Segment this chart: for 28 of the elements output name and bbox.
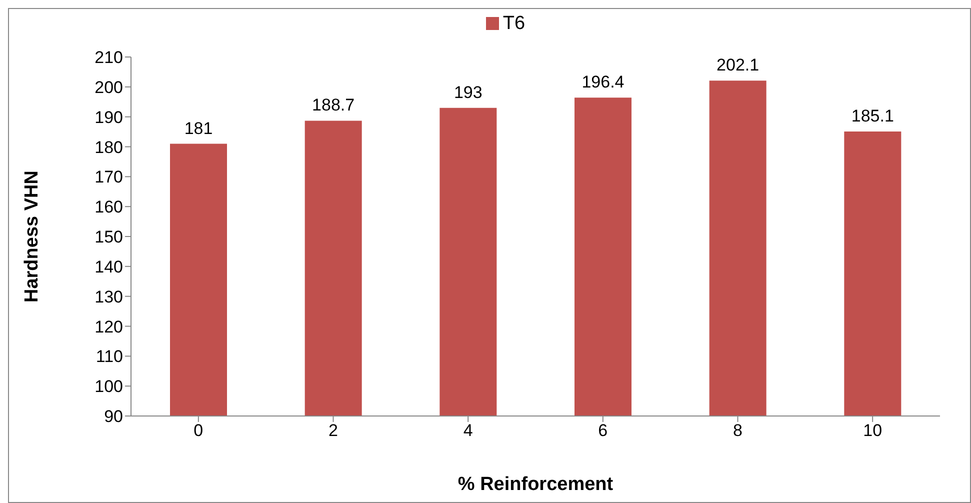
x-tick-label: 2 [328, 421, 338, 440]
y-tick-label: 120 [94, 317, 123, 336]
x-axis-title: % Reinforcement [458, 474, 614, 495]
y-tick-label: 150 [94, 228, 123, 247]
data-label: 181 [184, 118, 213, 138]
y-tick-label: 200 [94, 78, 123, 97]
x-tick-label: 10 [863, 421, 882, 440]
y-tick-label: 210 [94, 48, 123, 68]
data-label: 202.1 [716, 56, 760, 75]
x-tick-label: 4 [463, 421, 473, 440]
data-label: 193 [454, 82, 482, 102]
y-tick-label: 190 [94, 108, 123, 127]
data-label: 185.1 [851, 106, 894, 126]
y-tick-label: 170 [94, 168, 123, 187]
y-tick-label: 110 [96, 347, 123, 366]
y-tick-label: 160 [94, 198, 123, 217]
y-tick-label: 100 [94, 377, 123, 396]
data-label: 188.7 [312, 96, 355, 115]
y-tick-label: 140 [94, 257, 123, 276]
y-tick-label: 90 [104, 407, 123, 426]
data-label: 196.4 [582, 72, 624, 92]
y-tick-label: 180 [94, 138, 123, 157]
legend-label: T6 [502, 13, 526, 34]
x-tick-label: 6 [598, 421, 608, 440]
x-tick-label: 0 [194, 421, 204, 440]
y-axis-title: Hardness VHN [22, 170, 43, 302]
x-tick-label: 8 [733, 421, 742, 440]
y-tick-label: 130 [94, 287, 123, 306]
